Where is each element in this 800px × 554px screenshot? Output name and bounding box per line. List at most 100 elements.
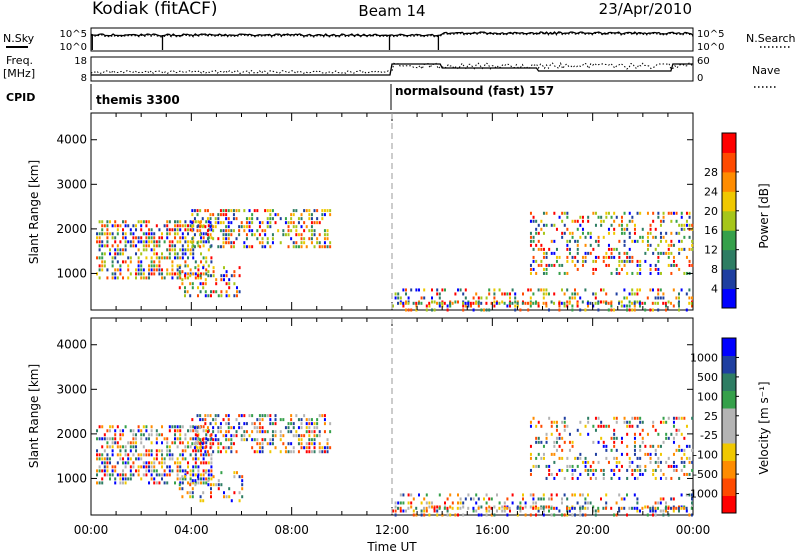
scatter-cell bbox=[602, 476, 605, 480]
scatter-cell bbox=[308, 418, 311, 422]
scatter-cell bbox=[103, 260, 106, 264]
scatter-cell bbox=[646, 513, 649, 517]
scatter-cell bbox=[449, 493, 452, 497]
scatter-cell bbox=[628, 464, 631, 468]
scatter-cell bbox=[613, 436, 616, 440]
scatter-cell bbox=[228, 278, 231, 282]
scatter-cell bbox=[150, 228, 153, 232]
colorbar-swatch bbox=[722, 478, 736, 496]
scatter-cell bbox=[420, 509, 423, 513]
scatter-cell bbox=[227, 438, 230, 442]
scatter-cell bbox=[633, 452, 636, 456]
scatter-cell bbox=[310, 213, 313, 217]
scatter-cell bbox=[561, 231, 564, 235]
scatter-cell bbox=[672, 304, 675, 308]
scatter-cell bbox=[166, 453, 169, 457]
scatter-cell bbox=[405, 288, 407, 292]
scatter-cell bbox=[295, 225, 298, 229]
scatter-cell bbox=[415, 301, 418, 305]
scatter-cell bbox=[145, 425, 148, 429]
scatter-cell bbox=[166, 220, 169, 224]
scatter-cell bbox=[610, 215, 613, 219]
scatter-cell bbox=[665, 432, 668, 436]
scatter-cell bbox=[675, 464, 678, 468]
scatter-cell bbox=[550, 432, 553, 436]
scatter-cell bbox=[628, 420, 631, 424]
scatter-cell bbox=[202, 481, 205, 485]
scatter-cell bbox=[581, 259, 584, 263]
scatter-cell bbox=[665, 304, 667, 308]
scatter-cell bbox=[181, 224, 184, 228]
scatter-cell bbox=[579, 235, 582, 239]
scatter-cell bbox=[678, 476, 681, 480]
scatter-cell bbox=[295, 430, 298, 434]
x-tick-label: 16:00 bbox=[475, 523, 510, 537]
scatter-cell bbox=[412, 509, 415, 513]
scatter-cell bbox=[135, 236, 138, 240]
scatter-cell bbox=[135, 252, 138, 256]
scatter-cell bbox=[579, 223, 582, 227]
scatter-cell bbox=[574, 493, 576, 497]
scatter-cell bbox=[111, 276, 114, 280]
scatter-cell bbox=[685, 255, 688, 259]
scatter-cell bbox=[436, 292, 439, 296]
scatter-cell bbox=[124, 445, 127, 449]
scatter-cell bbox=[511, 288, 514, 292]
scatter-cell bbox=[206, 414, 209, 418]
scatter-cell bbox=[529, 444, 532, 448]
scatter-cell bbox=[142, 425, 145, 429]
scatter-cell bbox=[610, 255, 613, 259]
scatter-cell bbox=[150, 260, 153, 264]
scatter-cell bbox=[594, 452, 597, 456]
scatter-cell bbox=[98, 232, 101, 236]
scatter-cell bbox=[415, 304, 418, 308]
scatter-cell bbox=[678, 292, 680, 296]
scatter-cell bbox=[550, 472, 553, 476]
scatter-cell bbox=[122, 457, 125, 461]
scatter-cell bbox=[222, 209, 225, 213]
nsky-label: N.Sky bbox=[3, 32, 35, 45]
scatter-cell bbox=[568, 464, 571, 468]
scatter-cell bbox=[511, 501, 514, 505]
scatter-cell bbox=[119, 453, 122, 457]
scatter-cell bbox=[323, 213, 326, 217]
scatter-cell bbox=[184, 449, 187, 453]
scatter-cell bbox=[142, 248, 145, 252]
scatter-cell bbox=[111, 232, 114, 236]
scatter-cell bbox=[677, 301, 680, 305]
scatter-cell bbox=[220, 471, 223, 475]
scatter-cell bbox=[553, 420, 556, 424]
scatter-cell bbox=[192, 252, 195, 256]
freq-left-tick-bottom: 8 bbox=[81, 73, 87, 84]
scatter-cell bbox=[685, 219, 688, 223]
scatter-cell bbox=[581, 493, 584, 497]
scatter-cell bbox=[106, 445, 109, 449]
scatter-cell bbox=[579, 513, 582, 517]
scatter-cell bbox=[284, 221, 287, 225]
scatter-cell bbox=[670, 476, 673, 480]
scatter-cell bbox=[114, 252, 117, 256]
scatter-cell bbox=[633, 440, 636, 444]
scatter-cell bbox=[615, 460, 618, 464]
scatter-cell bbox=[446, 509, 449, 513]
x-tick-label: 20:00 bbox=[575, 523, 610, 537]
scatter-cell bbox=[303, 229, 306, 233]
scatter-cell bbox=[579, 472, 582, 476]
scatter-cell bbox=[558, 215, 561, 219]
scatter-cell bbox=[633, 416, 636, 420]
scatter-cell bbox=[540, 424, 543, 428]
scatter-cell bbox=[688, 215, 691, 219]
scatter-cell bbox=[308, 237, 311, 241]
scatter-cell bbox=[654, 428, 657, 432]
scatter-cell bbox=[405, 292, 407, 296]
scatter-cell bbox=[183, 475, 186, 479]
scatter-cell bbox=[605, 215, 608, 219]
scatter-cell bbox=[284, 426, 287, 430]
scatter-cell bbox=[101, 244, 104, 248]
scatter-cell bbox=[323, 229, 326, 233]
scatter-cell bbox=[545, 301, 548, 305]
scatter-cell bbox=[423, 288, 426, 292]
scatter-cell bbox=[691, 497, 693, 501]
date-title: 23/Apr/2010 bbox=[599, 0, 692, 18]
scatter-cell bbox=[646, 243, 649, 247]
